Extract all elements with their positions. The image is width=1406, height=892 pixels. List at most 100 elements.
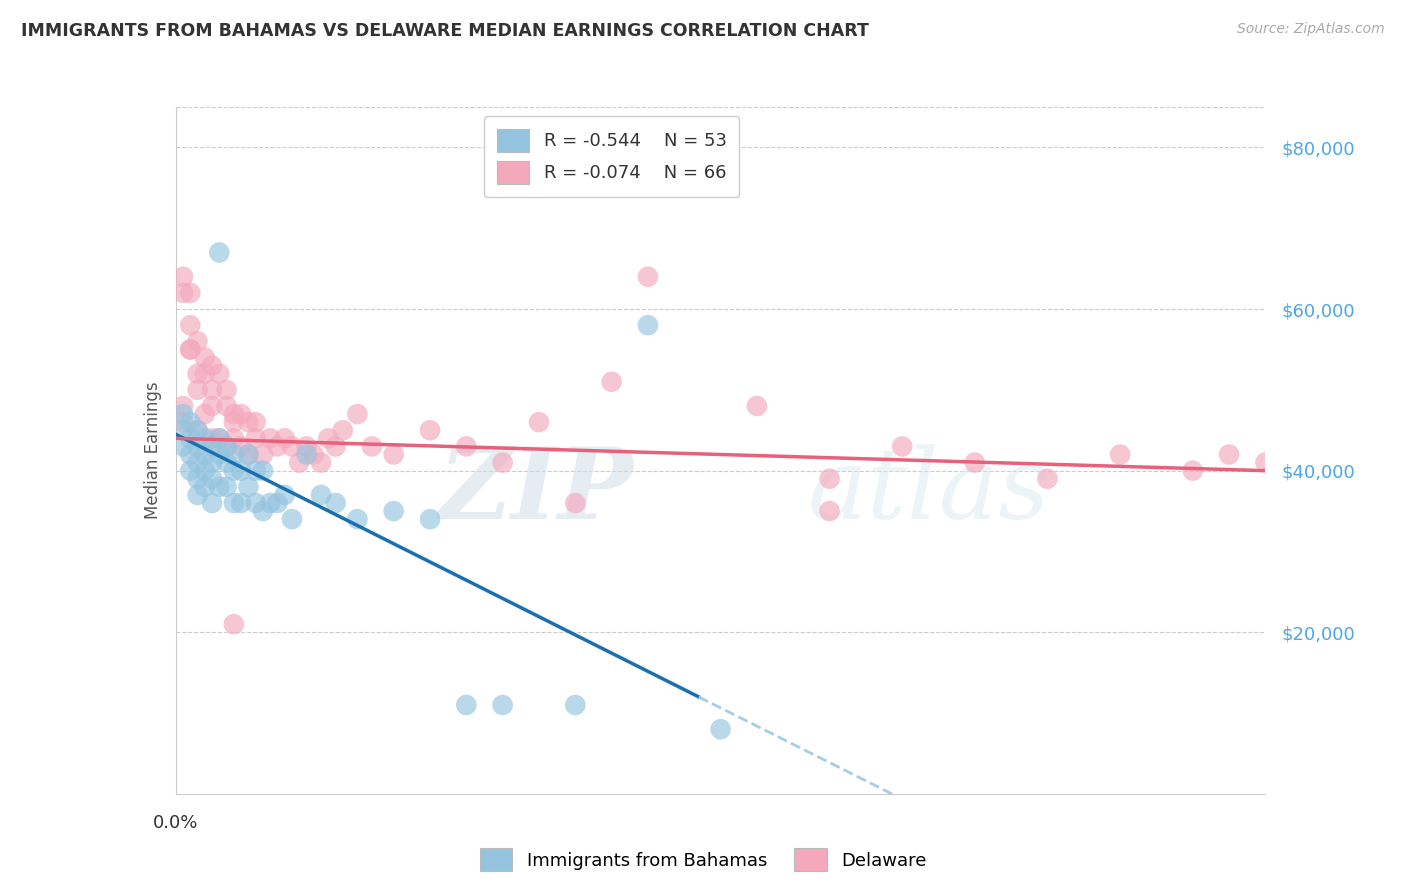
Point [172, 285, 194, 300]
Point [222, 464, 245, 478]
Point [456, 698, 478, 712]
Point [186, 488, 209, 502]
Point [179, 415, 201, 429]
Point [194, 407, 217, 421]
Point [179, 464, 201, 478]
Point [252, 448, 274, 462]
Point [186, 383, 209, 397]
Point [179, 343, 201, 357]
Point [382, 504, 405, 518]
Point [266, 496, 288, 510]
Point [215, 480, 238, 494]
Point [201, 431, 224, 445]
Text: IMMIGRANTS FROM BAHAMAS VS DELAWARE MEDIAN EARNINGS CORRELATION CHART: IMMIGRANTS FROM BAHAMAS VS DELAWARE MEDI… [21, 22, 869, 40]
Point [1254, 456, 1277, 470]
Point [274, 431, 297, 445]
Point [194, 367, 217, 381]
Point [231, 496, 253, 510]
Point [456, 439, 478, 453]
Point [281, 439, 304, 453]
Point [325, 439, 347, 453]
Point [215, 439, 238, 453]
Text: 0.0%: 0.0% [153, 814, 198, 832]
Legend: Immigrants from Bahamas, Delaware: Immigrants from Bahamas, Delaware [472, 841, 934, 879]
Point [238, 448, 260, 462]
Point [252, 504, 274, 518]
Point [274, 488, 297, 502]
Point [302, 448, 325, 462]
Point [238, 448, 260, 462]
Point [201, 359, 224, 373]
Point [194, 464, 217, 478]
Point [222, 407, 245, 421]
Point [172, 439, 194, 453]
Point [382, 448, 405, 462]
Point [222, 431, 245, 445]
Point [309, 456, 332, 470]
Point [194, 351, 217, 365]
Point [637, 318, 659, 333]
Point [231, 439, 253, 453]
Point [1181, 464, 1204, 478]
Point [186, 439, 209, 453]
Point [710, 723, 733, 737]
Point [231, 407, 253, 421]
Point [201, 439, 224, 453]
Point [238, 480, 260, 494]
Text: ZIP: ZIP [439, 443, 633, 540]
Point [186, 334, 209, 349]
Point [201, 456, 224, 470]
Point [194, 431, 217, 445]
Point [201, 472, 224, 486]
Point [963, 456, 986, 470]
Point [637, 269, 659, 284]
Point [208, 245, 231, 260]
Point [281, 512, 304, 526]
Point [1109, 448, 1132, 462]
Point [179, 448, 201, 462]
Point [222, 617, 245, 632]
Point [201, 383, 224, 397]
Point [252, 464, 274, 478]
Point [346, 512, 368, 526]
Point [215, 439, 238, 453]
Point [818, 504, 841, 518]
Point [215, 383, 238, 397]
Point [492, 456, 515, 470]
Point [745, 399, 768, 413]
Point [186, 456, 209, 470]
Point [208, 480, 231, 494]
Point [172, 407, 194, 421]
Point [179, 343, 201, 357]
Point [332, 423, 354, 437]
Point [309, 488, 332, 502]
Point [295, 448, 318, 462]
Point [186, 423, 209, 437]
Text: atlas: atlas [807, 444, 1050, 540]
Point [245, 464, 267, 478]
Point [600, 375, 623, 389]
Point [215, 456, 238, 470]
Point [186, 367, 209, 381]
Point [222, 448, 245, 462]
Point [818, 472, 841, 486]
Point [295, 439, 318, 453]
Point [201, 399, 224, 413]
Point [288, 456, 311, 470]
Point [186, 472, 209, 486]
Point [325, 496, 347, 510]
Point [238, 415, 260, 429]
Point [1036, 472, 1059, 486]
Point [259, 496, 281, 510]
Point [172, 415, 194, 429]
Point [179, 285, 201, 300]
Point [266, 439, 288, 453]
Point [208, 431, 231, 445]
Point [222, 496, 245, 510]
Point [564, 496, 586, 510]
Point [172, 399, 194, 413]
Point [194, 480, 217, 494]
Point [245, 431, 267, 445]
Point [179, 431, 201, 445]
Point [208, 367, 231, 381]
